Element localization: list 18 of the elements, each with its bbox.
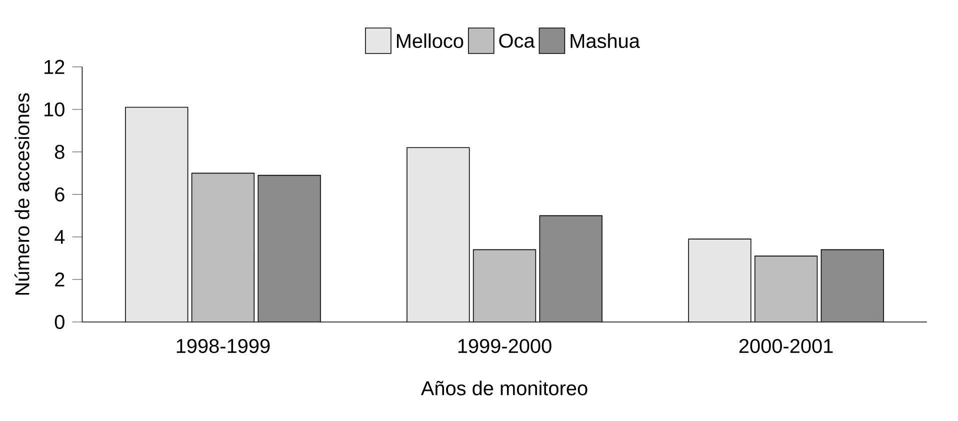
y-axis-title: Número de accesiones [14, 93, 30, 295]
y-tick-label: 4 [54, 230, 65, 244]
legend-label: Oca [499, 34, 535, 48]
y-tick-label: 6 [55, 187, 64, 202]
legend-label: Melloco [396, 33, 464, 48]
bar [540, 216, 602, 322]
x-tick-label: 1999-2000 [458, 338, 552, 353]
y-tick-label: 0 [54, 314, 64, 329]
y-tick-label: 8 [54, 144, 64, 159]
x-axis-title: Años de monitoreo [420, 380, 588, 396]
y-tick-label: 2 [55, 272, 64, 286]
bar [258, 175, 320, 322]
x-tick-label: 2000-2001 [739, 338, 833, 353]
legend-label: Mashua [570, 33, 640, 48]
x-tick-label: 1998-1999 [176, 338, 270, 353]
bar [820, 249, 884, 322]
y-tick-label: 12 [44, 60, 64, 74]
y-tick-label: 10 [44, 102, 64, 116]
